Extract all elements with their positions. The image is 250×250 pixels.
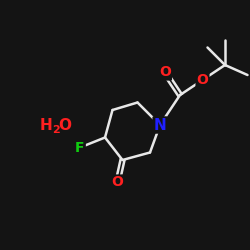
- Text: N: N: [154, 118, 166, 132]
- Text: F: F: [75, 140, 85, 154]
- Text: O: O: [159, 66, 171, 80]
- Text: H: H: [40, 118, 52, 132]
- Text: 2: 2: [52, 125, 60, 135]
- Text: O: O: [196, 73, 208, 87]
- Text: O: O: [112, 176, 124, 190]
- Text: O: O: [58, 118, 71, 132]
